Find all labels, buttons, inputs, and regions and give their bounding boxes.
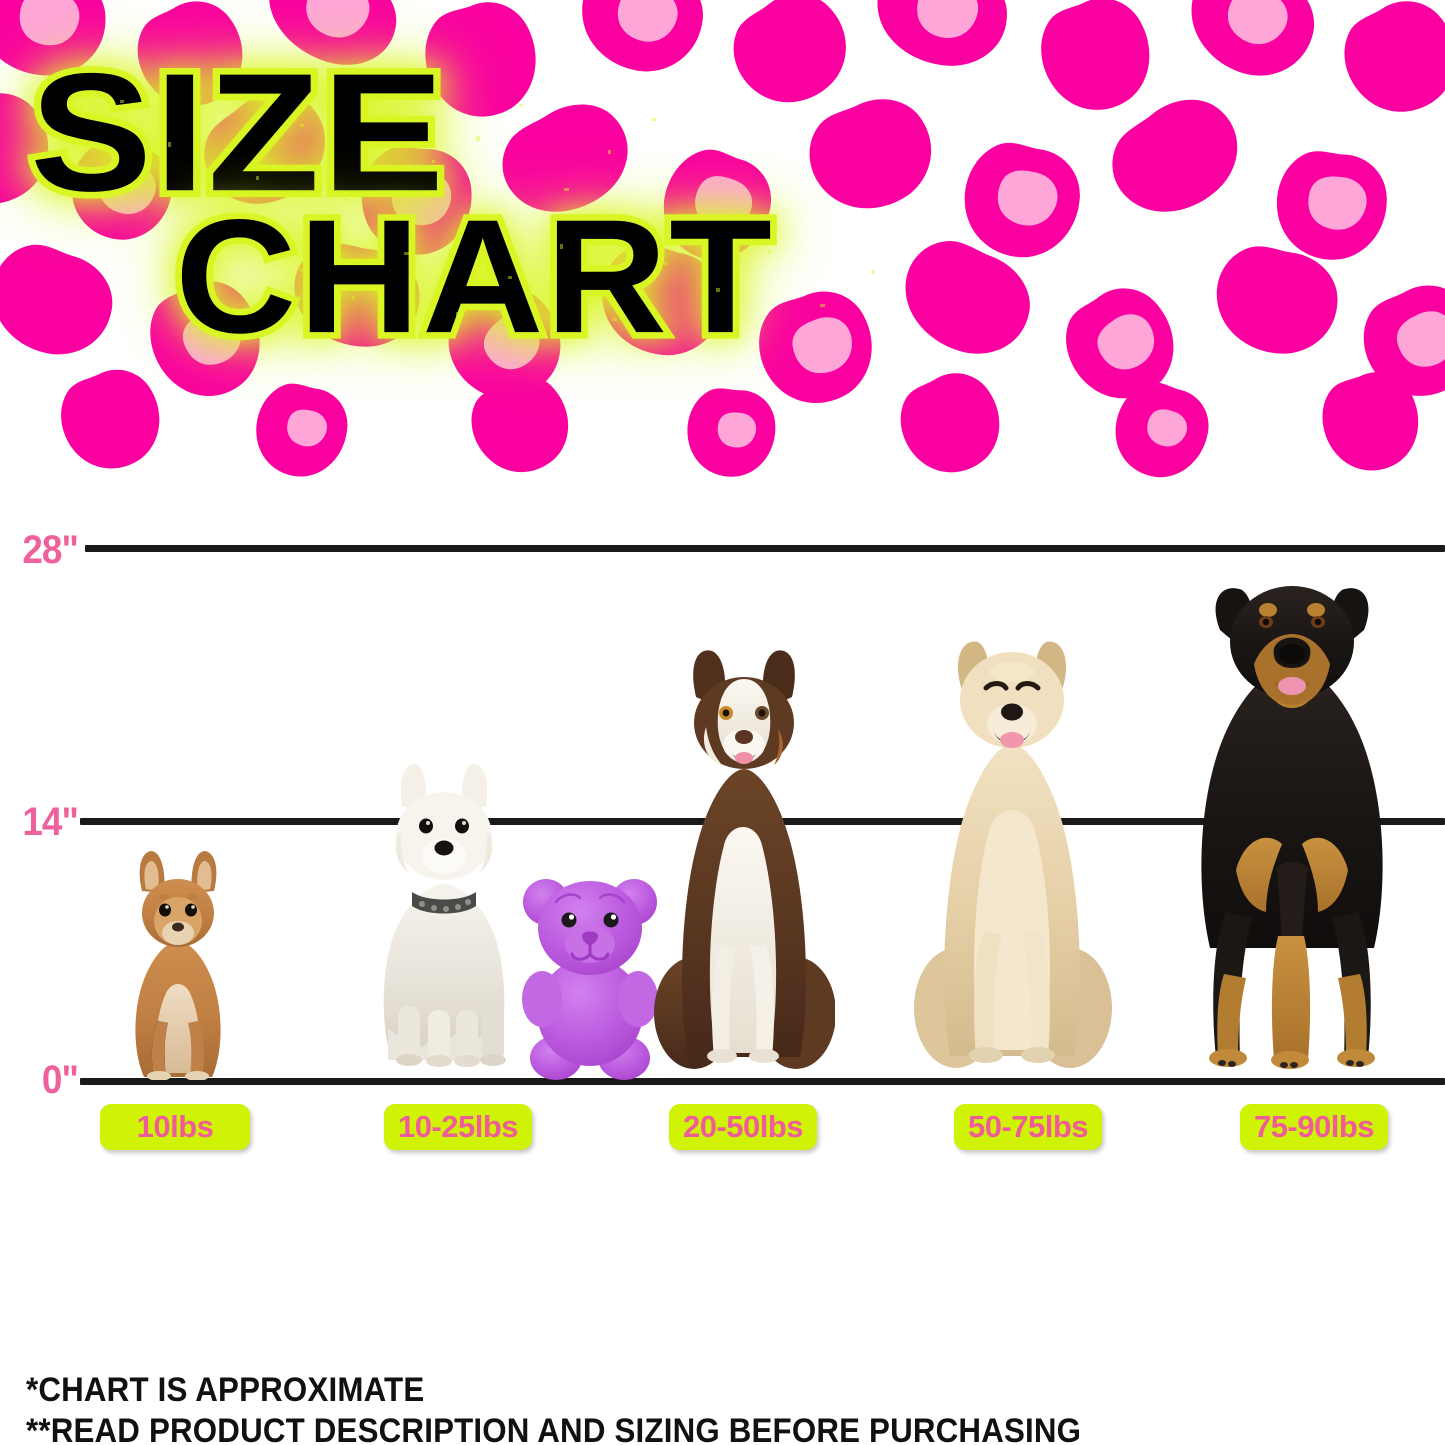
rottweiler-illustration <box>1201 586 1383 1069</box>
purple-teddy-bear-toy <box>516 862 664 1080</box>
dog-figure-chihuahua <box>108 845 248 1080</box>
golden-retriever-illustration <box>914 641 1112 1068</box>
weight-badge-10lbs[interactable]: 10lbs <box>100 1104 250 1150</box>
footer-line-approximate: *CHART IS APPROXIMATE <box>26 1371 425 1409</box>
axis-tick-28in: 28" <box>22 528 79 572</box>
axis-tick-0in: 0" <box>41 1058 79 1102</box>
dog-figure-west-highland-terrier <box>352 760 537 1080</box>
teddy-bear-illustration <box>522 879 658 1080</box>
weight-badge-20-50lbs[interactable]: 20-50lbs <box>669 1104 817 1150</box>
leopard-print-banner <box>0 0 1445 480</box>
footer-line-read-description: **READ PRODUCT DESCRIPTION AND SIZING BE… <box>26 1412 1082 1445</box>
leopard-pattern-svg <box>0 0 1445 480</box>
gridline-0in <box>80 1078 1445 1085</box>
australian-shepherd-illustration <box>654 650 835 1069</box>
dog-figure-australian-shepherd <box>650 645 835 1080</box>
weight-badge-10-25lbs[interactable]: 10-25lbs <box>384 1104 532 1150</box>
weight-badge-50-75lbs[interactable]: 50-75lbs <box>954 1104 1102 1150</box>
gridline-28in <box>85 545 1445 552</box>
dog-figure-rottweiler <box>1170 568 1415 1080</box>
footer-disclaimer: *CHART IS APPROXIMATE **READ PRODUCT DES… <box>26 1370 1173 1445</box>
chihuahua-illustration <box>135 851 221 1080</box>
terrier-illustration <box>383 763 506 1067</box>
weight-badge-75-90lbs[interactable]: 75-90lbs <box>1240 1104 1388 1150</box>
dog-figure-golden-retriever <box>912 620 1112 1080</box>
axis-tick-14in: 14" <box>22 800 79 844</box>
